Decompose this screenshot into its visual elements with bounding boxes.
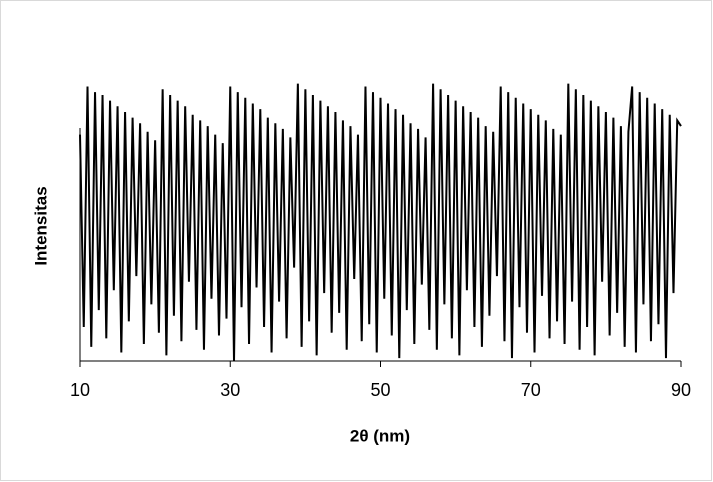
x-tick-label: 10	[70, 380, 90, 400]
x-tick-label: 90	[671, 380, 691, 400]
data-line	[79, 83, 682, 362]
y-axis-label: Intensitas	[31, 186, 50, 265]
x-tick-label: 30	[220, 380, 240, 400]
x-axis-label: 2θ (nm)	[350, 426, 410, 445]
x-tick-label: 50	[370, 380, 390, 400]
x-tick-label: 70	[521, 380, 541, 400]
